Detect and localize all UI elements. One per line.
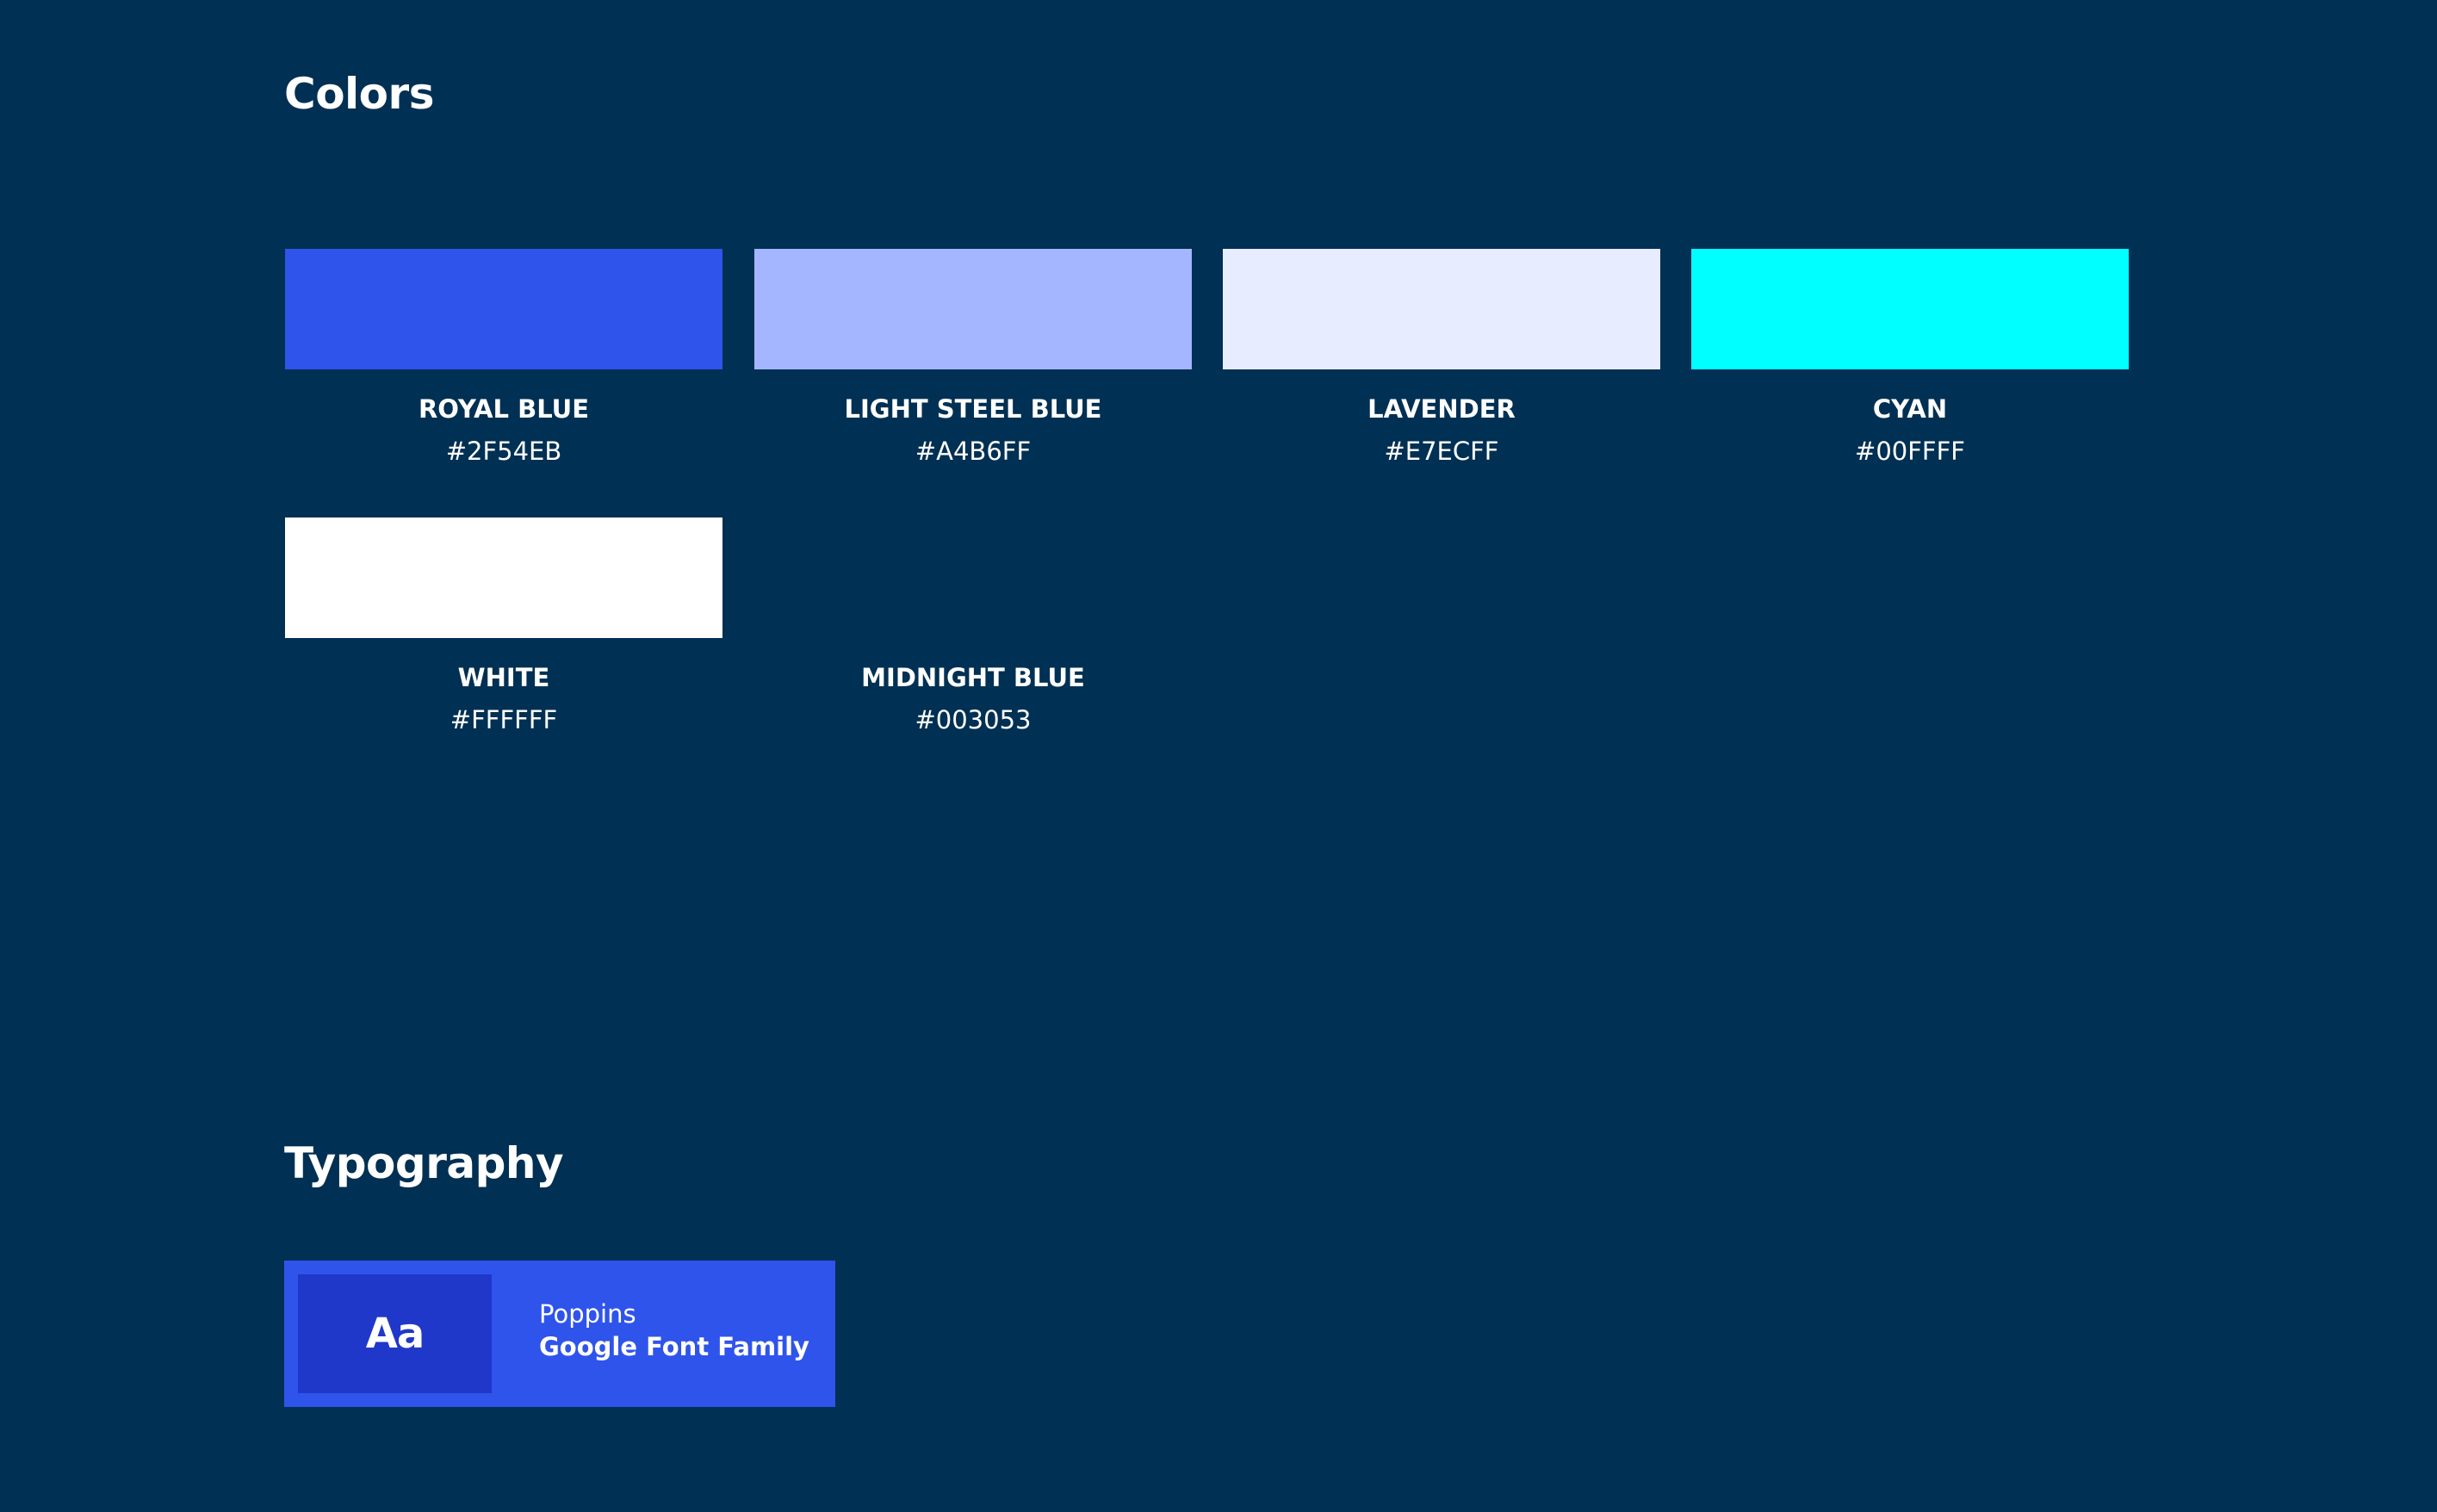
color-swatch (1223, 249, 1660, 369)
color-card-white: WHITE #FFFFFF (285, 517, 722, 759)
font-source-label: Google Font Family (539, 1332, 809, 1361)
color-swatch (285, 517, 722, 638)
font-name: Poppins (539, 1299, 636, 1329)
color-name: LIGHT STEEL BLUE (844, 394, 1102, 424)
color-swatch (285, 249, 722, 369)
color-name: LAVENDER (1367, 394, 1516, 424)
font-card: Aa Poppins Google Font Family (284, 1261, 835, 1407)
color-name: CYAN (1872, 394, 1948, 424)
color-card-light-steel-blue: LIGHT STEEL BLUE #A4B6FF (754, 249, 1192, 490)
color-hex: #003053 (915, 705, 1032, 734)
color-swatch (754, 517, 1192, 638)
font-sample: Aa (298, 1274, 492, 1393)
color-card-royal-blue: ROYAL BLUE #2F54EB (285, 249, 722, 490)
color-name: WHITE (457, 663, 550, 692)
color-swatch (754, 249, 1192, 369)
color-name: ROYAL BLUE (418, 394, 590, 424)
color-card-cyan: CYAN #00FFFF (1691, 249, 2129, 490)
color-hex: #E7ECFF (1384, 437, 1499, 466)
color-card-midnight-blue: MIDNIGHT BLUE #003053 (754, 517, 1192, 759)
color-hex: #A4B6FF (915, 437, 1032, 466)
color-hex: #00FFFF (1855, 437, 1965, 466)
color-card-lavender: LAVENDER #E7ECFF (1223, 249, 1660, 490)
color-name: MIDNIGHT BLUE (861, 663, 1085, 692)
color-swatch (1691, 249, 2129, 369)
typography-section-title: Typography (284, 1138, 564, 1188)
color-hex: #2F54EB (445, 437, 562, 466)
color-hex: #FFFFFF (450, 705, 558, 734)
colors-section-title: Colors (284, 69, 434, 119)
